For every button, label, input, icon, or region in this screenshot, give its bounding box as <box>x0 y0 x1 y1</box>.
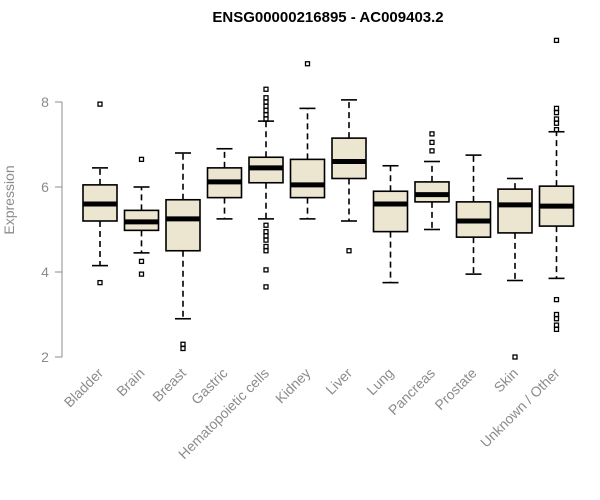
outlier-point <box>304 61 311 67</box>
iqr-box <box>372 190 409 233</box>
box-group <box>414 131 450 231</box>
x-tick-label: Prostate <box>431 365 479 413</box>
outlier-point <box>553 120 560 126</box>
outlier-point <box>553 326 560 333</box>
y-axis-label: Expression <box>1 165 17 234</box>
box-group <box>289 61 326 220</box>
outlier-point <box>138 271 145 277</box>
outlier-point <box>553 316 560 322</box>
outlier-point <box>180 341 186 347</box>
outlier-point <box>263 107 269 114</box>
outlier-point <box>553 296 560 303</box>
iqr-box <box>414 181 450 203</box>
outlier-point <box>263 99 269 105</box>
outlier-point <box>180 345 186 352</box>
outlier-point <box>553 105 560 112</box>
outlier-point <box>429 148 435 154</box>
outlier-point <box>263 95 269 101</box>
outlier-point <box>263 112 269 118</box>
outlier-point <box>553 311 560 318</box>
x-tick-label: Unknown / Other <box>477 365 563 451</box>
box-group <box>82 101 118 286</box>
x-tick-label: Liver <box>322 365 355 398</box>
outlier-point <box>263 103 269 109</box>
outlier-point <box>553 37 560 44</box>
y-axis: 2 4 6 8 <box>41 94 63 365</box>
chart-title: ENSG00000216895 - AC009403.2 <box>212 9 443 26</box>
box-group <box>123 156 160 277</box>
y-tick-label: 6 <box>41 179 49 195</box>
outlier-point <box>429 131 435 137</box>
iqr-box <box>165 198 201 252</box>
x-tick-label: Kidney <box>272 365 314 407</box>
x-tick-label: Bladder <box>61 365 107 411</box>
outlier-point <box>97 101 103 107</box>
outlier-point <box>263 222 269 228</box>
x-tick-label: Breast <box>149 365 189 405</box>
box-group <box>372 164 409 284</box>
outlier-point <box>263 228 269 235</box>
y-tick-label: 2 <box>41 349 49 365</box>
outlier-point <box>263 267 269 273</box>
iqr-box <box>331 137 367 180</box>
outlier-point <box>429 139 435 146</box>
outlier-point <box>263 237 269 243</box>
outlier-point <box>263 116 269 122</box>
outlier-point <box>553 109 560 116</box>
y-tick-label: 4 <box>41 264 49 280</box>
outlier-point <box>263 284 269 290</box>
outlier-point <box>553 126 560 133</box>
box-group <box>331 99 367 254</box>
x-tick-label: Skin <box>491 365 522 396</box>
box-group <box>538 37 575 333</box>
outlier-point <box>263 233 269 239</box>
box-group <box>455 154 492 275</box>
box-group <box>165 152 201 352</box>
outlier-point <box>512 354 518 360</box>
box-group <box>497 177 533 360</box>
outlier-point <box>97 279 103 286</box>
box-group <box>248 86 284 290</box>
outlier-point <box>138 156 145 163</box>
outlier-point <box>263 243 269 250</box>
x-tick-label: Brain <box>113 365 147 399</box>
outlier-point <box>138 258 145 265</box>
outlier-point <box>553 116 560 122</box>
outlier-point <box>346 248 352 254</box>
iqr-box <box>289 158 326 199</box>
iqr-box <box>497 188 533 234</box>
outlier-point <box>263 248 269 254</box>
x-tick-label: Lung <box>363 365 396 398</box>
box-group <box>206 147 243 220</box>
y-tick-label: 8 <box>41 94 49 110</box>
outlier-point <box>553 322 560 328</box>
box-series <box>82 37 575 360</box>
outlier-point <box>263 86 269 92</box>
